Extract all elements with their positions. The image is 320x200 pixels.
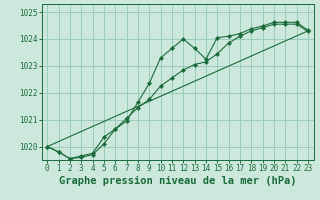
X-axis label: Graphe pression niveau de la mer (hPa): Graphe pression niveau de la mer (hPa) xyxy=(59,176,296,186)
